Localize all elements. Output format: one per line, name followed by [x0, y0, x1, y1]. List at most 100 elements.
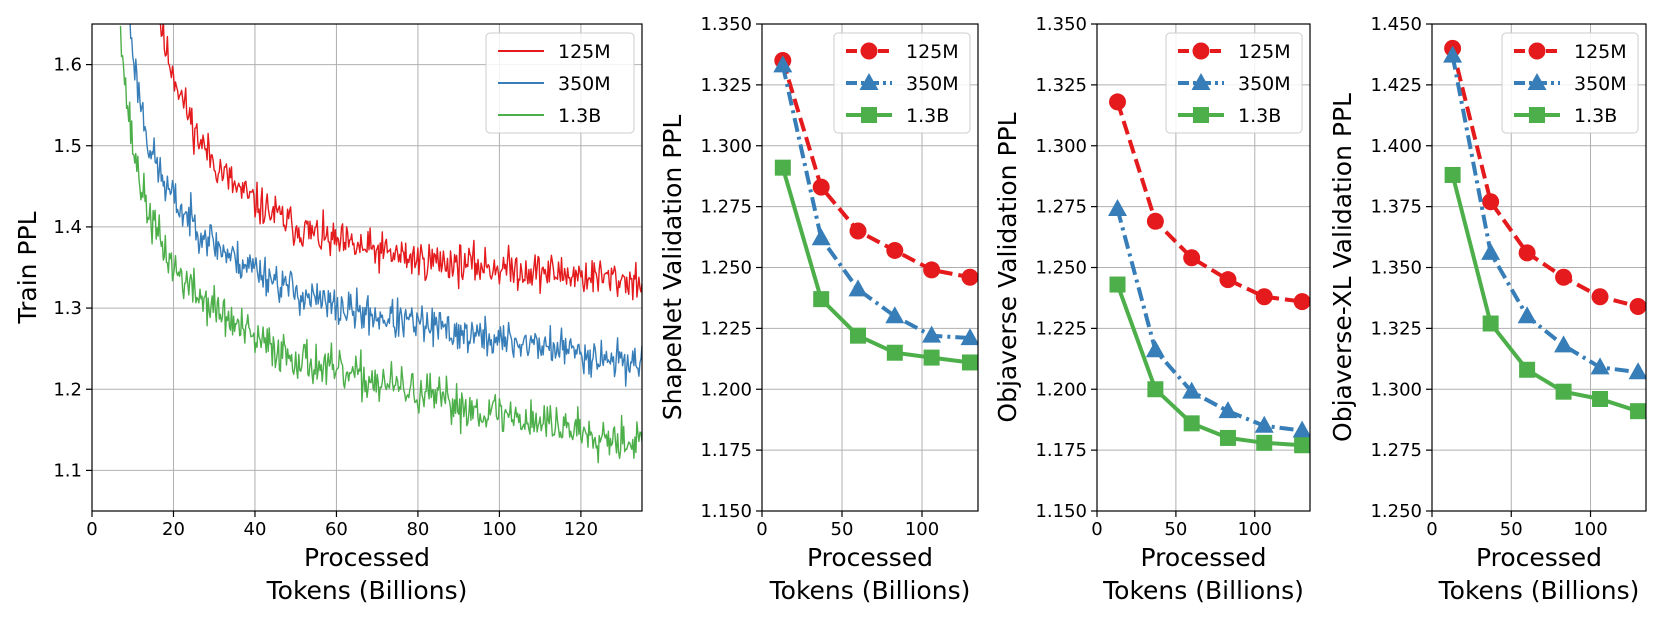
legend-label: 125M — [1574, 41, 1627, 63]
series-group — [1108, 93, 1310, 454]
chart-panel-3: 0 50 100 1.150 1.175 1.200 1.225 1.250 1.275 1.30… — [993, 14, 1311, 605]
series-group — [119, 24, 642, 464]
x-tick-label: 0 — [86, 519, 97, 540]
series-350m-point — [1554, 335, 1574, 353]
legend-swatch-marker — [859, 73, 879, 90]
series-13b-point — [1256, 434, 1273, 451]
legend-label: 1.3B — [1238, 105, 1281, 127]
y-axis-label: Train PPL — [13, 211, 42, 324]
y-tick-label: 1.275 — [700, 197, 752, 218]
legend-swatch-marker — [1191, 73, 1211, 90]
x-tick-label: 50 — [831, 519, 854, 540]
series-13b-point — [886, 344, 903, 361]
series-125m-point — [1482, 193, 1500, 211]
legend: 125M 350M 1.3B — [833, 32, 971, 134]
legend-label: 1.3B — [558, 105, 601, 127]
series-350m-line — [1450, 55, 1639, 375]
series-13b-point — [1555, 383, 1572, 400]
series-350m-line — [129, 24, 642, 387]
series-125m-point — [1629, 297, 1646, 315]
x-tick-label: 0 — [756, 519, 767, 540]
series-13b-line — [119, 25, 642, 464]
y-tick-label: 1.250 — [1035, 258, 1087, 279]
x-axis-label: Processed — [304, 543, 430, 572]
x-axis-label: Processed — [1476, 543, 1602, 572]
legend: 125M 350M 1.3B — [1165, 32, 1303, 134]
series-125m-point — [1255, 288, 1273, 306]
series-13b-point — [1630, 403, 1646, 420]
series-350m-point — [1443, 45, 1463, 63]
series-125m-line — [159, 24, 642, 301]
y-tick-label: 1.325 — [700, 75, 752, 96]
series-350m-point — [1590, 357, 1610, 375]
y-axis-label: ShapeNet Validation PPL — [658, 115, 687, 421]
y-axis-label: Objaverse Validation PPL — [993, 112, 1022, 422]
series-13b-point — [1219, 429, 1236, 446]
legend-swatch-marker — [1192, 42, 1210, 60]
y-tick-label: 1.275 — [1370, 440, 1422, 461]
y-tick-label: 1.225 — [1035, 318, 1087, 339]
legend-label: 125M — [1238, 41, 1291, 63]
x-tick-label: 80 — [406, 519, 429, 540]
series-13b-point — [1109, 276, 1126, 293]
x-tick-label: 100 — [905, 519, 939, 540]
series-125m-point — [1518, 244, 1536, 262]
y-tick-label: 1.150 — [1035, 501, 1087, 522]
y-axis-label: Objaverse-XL Validation PPL — [1328, 93, 1357, 442]
series-13b-point — [1519, 361, 1536, 378]
legend-swatch-marker — [1193, 107, 1209, 123]
y-tick-label: 1.350 — [700, 14, 752, 35]
series-13b-point — [1183, 415, 1200, 432]
series-350m-point — [885, 306, 905, 324]
series-350m-line — [1115, 208, 1303, 433]
series-350m-point — [1182, 381, 1202, 399]
series-350m-point — [922, 325, 942, 343]
x-axis-label: Tokens (Billions) — [266, 576, 468, 605]
series-350m-point — [1292, 420, 1310, 438]
series-125m-point — [812, 178, 830, 196]
y-tick-label: 1.250 — [700, 258, 752, 279]
series-13b-point — [1444, 166, 1461, 183]
y-tick-label: 1.3 — [53, 298, 82, 319]
series-350m-point — [811, 228, 831, 246]
series-13b-point — [850, 327, 866, 344]
y-tick-label: 1.175 — [700, 440, 752, 461]
series-125m-point — [1555, 268, 1573, 286]
series-350m-point — [1145, 340, 1165, 358]
y-tick-label: 1.200 — [1035, 379, 1087, 400]
chart-panel-1: 0 20 40 60 80 100 120 1.1 1.2 1.3 1.4 1.5 1.6 Process… — [13, 23, 643, 605]
y-tick-label: 1.6 — [53, 55, 82, 76]
series-125m-point — [923, 261, 941, 279]
series-125m-point — [1109, 93, 1127, 111]
legend-swatch-marker — [860, 42, 878, 60]
series-350m-point — [1218, 401, 1238, 419]
series-350m-point — [1254, 415, 1274, 433]
x-tick-label: 100 — [1573, 519, 1607, 540]
series-125m-line — [780, 59, 971, 280]
series-350m-point — [1628, 362, 1646, 380]
y-tick-label: 1.300 — [1035, 136, 1087, 157]
legend-swatch-marker — [1528, 42, 1546, 60]
x-tick-label: 100 — [1238, 519, 1272, 540]
series-13b-point — [923, 349, 940, 366]
x-tick-label: 0 — [1426, 519, 1437, 540]
series-125m-point — [1183, 249, 1201, 267]
y-tick-label: 1.375 — [1370, 197, 1422, 218]
y-tick-label: 1.225 — [700, 318, 752, 339]
series-group — [773, 52, 978, 371]
series-350m-point — [1517, 306, 1537, 324]
series-group — [1443, 39, 1646, 420]
y-tick-label: 1.150 — [700, 501, 752, 522]
legend-swatch-marker — [861, 107, 877, 123]
legend-label: 350M — [1574, 73, 1627, 95]
x-tick-label: 50 — [1500, 519, 1523, 540]
legend: 125M 350M 1.3B — [1501, 32, 1639, 134]
x-axis-label: Processed — [807, 543, 933, 572]
y-tick-label: 1.325 — [1035, 75, 1087, 96]
chart-panel-4: 0 50 100 1.250 1.275 1.300 1.325 1.350 1.375 1.40… — [1328, 14, 1647, 605]
series-125m-point — [849, 222, 867, 240]
legend-label: 1.3B — [1574, 105, 1617, 127]
x-tick-label: 20 — [162, 519, 185, 540]
y-tick-label: 1.175 — [1035, 440, 1087, 461]
